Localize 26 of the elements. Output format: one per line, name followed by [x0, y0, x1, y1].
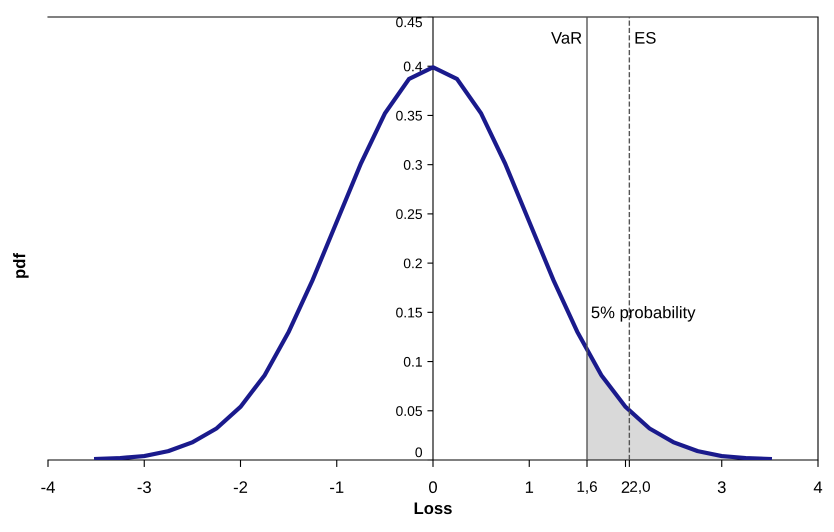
y-tick-label: 0.05	[396, 406, 422, 416]
y-tick-label: 0	[415, 447, 422, 458]
y-tick-label: 0.25	[396, 209, 422, 220]
y-axis-title: pdf	[13, 253, 29, 278]
ref-line-label: ES	[636, 32, 656, 44]
y-tick-label: 0.1	[404, 356, 422, 367]
x-tick-label: 0	[429, 481, 437, 494]
x-tick-label: -2	[234, 481, 248, 493]
x-tick-label: -3	[138, 481, 151, 494]
x-tick-label: 2,0	[630, 481, 650, 494]
y-tick-label: 0.45	[396, 17, 422, 28]
y-tick-label: 0.3	[404, 160, 422, 170]
x-tick-label: 2	[622, 481, 630, 493]
x-tick-label: -1	[330, 481, 344, 493]
x-axis-title: Loss	[414, 502, 452, 514]
x-tick-label: -4	[41, 481, 55, 493]
x-tick-label: 3	[718, 481, 726, 494]
x-tick-label: 4	[814, 481, 822, 493]
x-tick-label: 1	[526, 481, 534, 493]
y-tick-label: 0.35	[396, 110, 422, 121]
y-tick-label: 0.15	[396, 308, 422, 318]
x-tick-label: 1,6	[578, 481, 597, 494]
ref-line-label: VaR	[551, 32, 582, 44]
y-tick-label: 0.4	[404, 62, 422, 72]
y-tick-label: 0.2	[404, 258, 422, 268]
annotation: 5% probability	[592, 306, 696, 322]
